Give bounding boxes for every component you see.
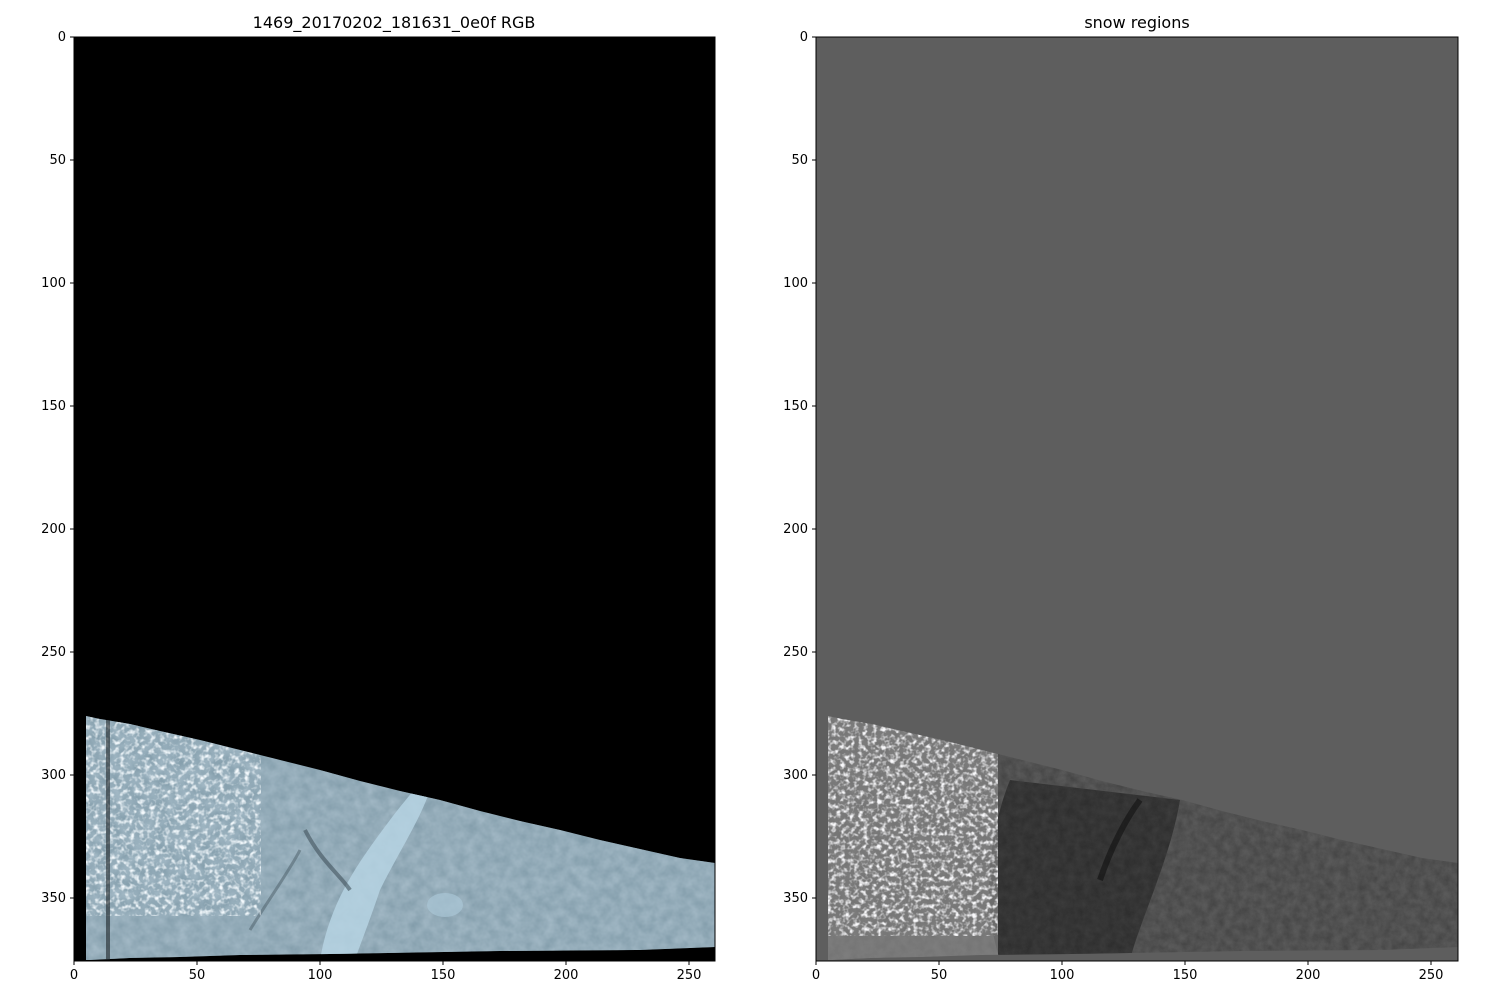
x-tick-label: 100 [308, 968, 333, 983]
y-tick-label: 100 [41, 276, 66, 291]
y-tick-label: 200 [783, 522, 808, 537]
y-tick-label: 200 [41, 522, 66, 537]
x-tick-label: 150 [1173, 968, 1198, 983]
y-tick-label: 50 [791, 153, 808, 168]
y-tick-label: 250 [783, 645, 808, 660]
y-tick-label: 350 [783, 891, 808, 906]
left-x-axis: 0 50 100 150 200 250 [70, 961, 702, 983]
x-tick-label: 200 [1296, 968, 1321, 983]
right-x-axis: 0 50 100 150 200 250 [812, 961, 1444, 983]
y-tick-label: 0 [800, 30, 808, 45]
x-tick-label: 250 [677, 968, 702, 983]
x-tick-label: 150 [431, 968, 456, 983]
y-tick-label: 350 [41, 891, 66, 906]
y-tick-label: 50 [49, 153, 66, 168]
right-y-axis: 0 50 100 150 200 250 300 350 [783, 30, 816, 906]
right-panel-title: snow regions [1084, 13, 1189, 32]
x-tick-label: 200 [554, 968, 579, 983]
y-tick-label: 0 [58, 30, 66, 45]
right-panel: snow regions 0 50 100 150 200 250 300 350 0 50 10… [783, 13, 1459, 983]
x-tick-label: 100 [1050, 968, 1075, 983]
y-tick-label: 150 [41, 399, 66, 414]
left-y-axis: 0 50 100 150 200 250 300 350 [41, 30, 74, 906]
x-tick-label: 50 [189, 968, 206, 983]
left-panel-title: 1469_20170202_181631_0e0f RGB [253, 13, 536, 33]
y-tick-label: 300 [41, 768, 66, 783]
left-panel: 1469_20170202_181631_0e0f RGB 0 50 100 150 2… [41, 13, 716, 983]
x-tick-label: 250 [1419, 968, 1444, 983]
x-tick-label: 50 [931, 968, 948, 983]
x-tick-label: 0 [70, 968, 78, 983]
y-tick-label: 150 [783, 399, 808, 414]
y-tick-label: 300 [783, 768, 808, 783]
y-tick-label: 250 [41, 645, 66, 660]
x-tick-label: 0 [812, 968, 820, 983]
y-tick-label: 100 [783, 276, 808, 291]
